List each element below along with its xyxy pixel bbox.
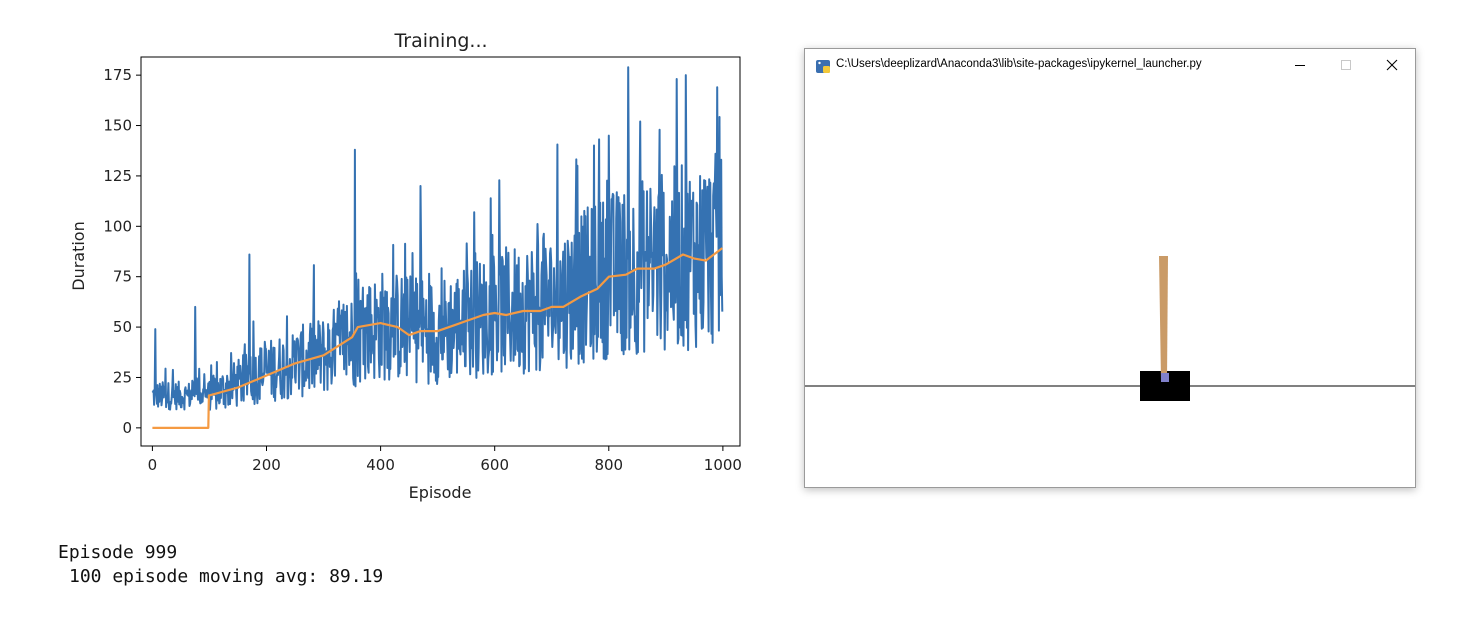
close-icon [1386, 59, 1398, 71]
y-tick-label: 100 [103, 217, 132, 235]
x-tick-label: 200 [252, 456, 281, 474]
axle [1161, 373, 1169, 382]
pole [1159, 256, 1168, 381]
y-tick-label: 125 [103, 167, 132, 185]
chart-title: Training... [393, 30, 487, 52]
y-tick-label: 0 [122, 419, 132, 437]
moving-average-series-line [152, 247, 723, 429]
python-icon [816, 58, 830, 73]
episode-line: Episode 999 [58, 542, 178, 563]
x-tick-label: 600 [480, 456, 509, 474]
y-tick-label: 25 [113, 368, 132, 386]
x-tick-label: 400 [366, 456, 395, 474]
minimize-icon [1295, 65, 1305, 66]
y-tick-label: 75 [113, 268, 132, 286]
y-tick-label: 175 [103, 66, 132, 84]
duration-series-line [151, 66, 724, 411]
cartpole-canvas [805, 256, 1415, 401]
y-axis-label: Duration [69, 221, 88, 291]
y-tick-label: 50 [113, 318, 132, 336]
x-tick-label: 800 [594, 456, 623, 474]
close-button[interactable] [1369, 49, 1415, 81]
y-tick-label: 150 [103, 117, 132, 135]
window-titlebar[interactable]: C:\Users\deeplizard\Anaconda3\lib\site-p… [805, 49, 1415, 81]
minimize-button[interactable] [1277, 49, 1323, 81]
x-axis-label: Episode [409, 483, 472, 502]
moving-average-line: 100 episode moving avg: 89.19 [69, 566, 384, 587]
console-output: Episode 999 100 episode moving avg: 89.19 [58, 541, 383, 589]
render-window[interactable]: C:\Users\deeplizard\Anaconda3\lib\site-p… [804, 48, 1416, 488]
maximize-icon [1341, 60, 1351, 70]
training-chart: Training... 0 200 400 600 800 1000 0 25 50 75 100… [69, 30, 742, 502]
plot-area [151, 66, 724, 429]
x-tick-label: 0 [148, 456, 158, 474]
x-tick-label: 1000 [704, 456, 742, 474]
plot-frame [140, 56, 741, 447]
maximize-button[interactable] [1323, 49, 1369, 81]
window-title: C:\Users\deeplizard\Anaconda3\lib\site-p… [836, 58, 1202, 70]
